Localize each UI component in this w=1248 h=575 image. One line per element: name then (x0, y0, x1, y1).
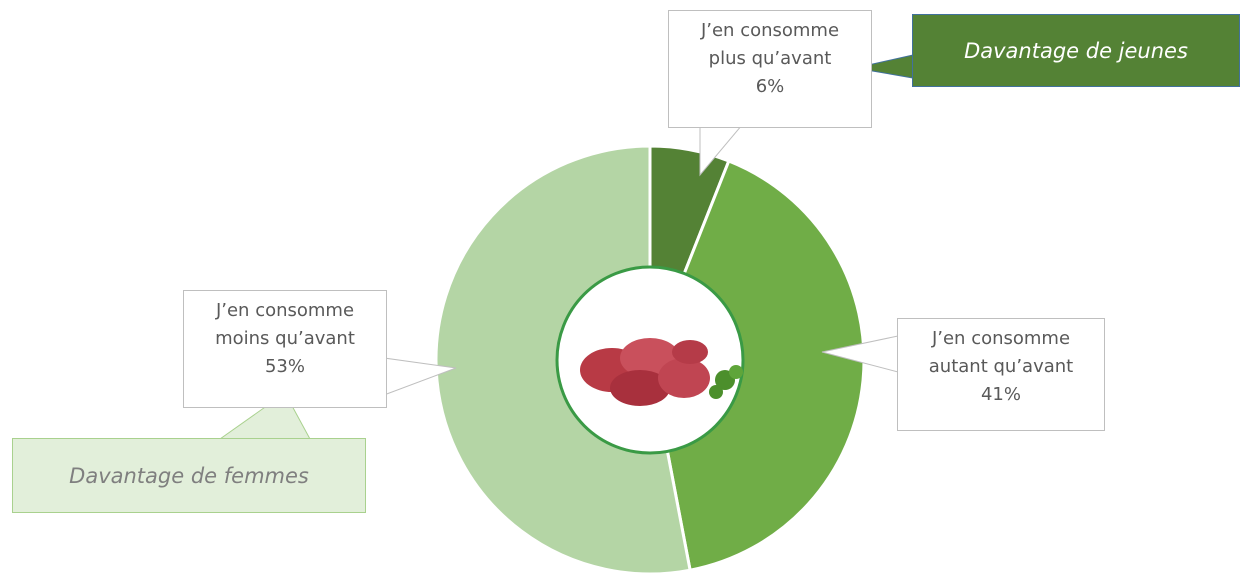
callout: J’en consomme autant qu’avant 41% (897, 318, 1105, 431)
value-label: 6% (755, 76, 785, 97)
pie-slice (648, 159, 866, 572)
slice-label: J’en consomme autant qu’avant (928, 328, 1074, 377)
callout: J’en consomme plus qu’avant 6% (668, 10, 872, 128)
value-label: 53% (264, 356, 305, 377)
callout: J’en consomme moins qu’avant 53% (183, 290, 387, 408)
annotation: Davantage de femmes (12, 438, 366, 513)
value-label: 41% (980, 384, 1021, 405)
slice-label: J’en consomme plus qu’avant (700, 20, 840, 69)
annotation: Davantage de jeunes (912, 14, 1240, 87)
meat-illustration (580, 338, 743, 406)
slice-label: J’en consomme moins qu’avant (215, 300, 355, 349)
